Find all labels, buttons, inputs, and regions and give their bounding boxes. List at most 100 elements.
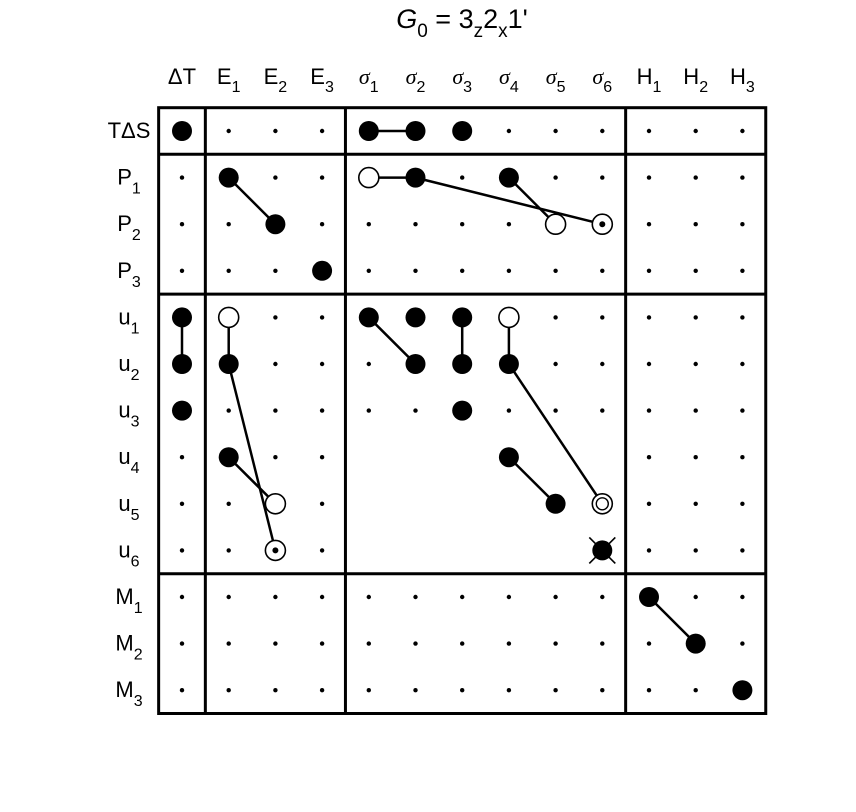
center-dot bbox=[599, 221, 606, 228]
empty-cell-dot bbox=[413, 594, 418, 600]
marker-filled bbox=[172, 400, 192, 421]
row-header-subscript: 3 bbox=[134, 693, 143, 710]
empty-cell-dot bbox=[179, 175, 185, 180]
center-dot bbox=[272, 547, 279, 554]
column-headers: ΔT E1 E2 E3 σ1 σ2 σ3 σ4 σ5 σ6 H1 H2 H3 bbox=[168, 64, 755, 96]
marker-filled bbox=[452, 400, 473, 421]
marker-filled bbox=[312, 260, 333, 281]
empty-cell-dot bbox=[319, 688, 325, 693]
empty-cell-dot bbox=[226, 222, 231, 227]
column-header-label: σ bbox=[359, 64, 371, 89]
filled-circle-marker bbox=[498, 167, 519, 188]
row-header-subscript: 3 bbox=[131, 414, 140, 431]
coupling-line bbox=[227, 363, 277, 551]
empty-cell-dot bbox=[646, 408, 652, 413]
empty-cell-dot bbox=[600, 315, 605, 320]
marker-filled bbox=[545, 493, 566, 514]
column-header-subscript: 6 bbox=[603, 79, 612, 96]
row-header-label: P bbox=[117, 211, 132, 236]
empty-cell-dot bbox=[460, 175, 465, 180]
empty-cell-dot bbox=[273, 594, 278, 600]
empty-cell-dot bbox=[226, 408, 231, 413]
row-header-label: TΔS bbox=[108, 118, 151, 143]
empty-cell-dot bbox=[740, 501, 745, 506]
row-header-subscript: 2 bbox=[132, 227, 141, 244]
empty-cell-dot bbox=[600, 408, 605, 413]
empty-cell-dot bbox=[460, 594, 465, 600]
empty-cell-dot bbox=[693, 175, 698, 180]
filled-circle-marker bbox=[452, 400, 473, 421]
empty-cell-dot bbox=[179, 688, 185, 693]
filled-circle-marker bbox=[452, 307, 473, 328]
filled-circle-marker bbox=[172, 121, 192, 141]
empty-cell-dot bbox=[366, 641, 371, 646]
row-header-label: M bbox=[115, 677, 133, 702]
empty-cell-dot bbox=[693, 128, 698, 134]
row-header: u4 bbox=[118, 444, 139, 477]
row-header: M1 bbox=[115, 584, 142, 617]
coupling-line bbox=[415, 176, 603, 226]
column-header: E3 bbox=[310, 64, 334, 96]
empty-cell-dot bbox=[646, 268, 652, 273]
empty-cell-dot bbox=[506, 128, 512, 134]
filled-circle-marker bbox=[452, 121, 473, 141]
open-circle-marker bbox=[544, 213, 567, 235]
empty-cell-dot bbox=[740, 268, 745, 273]
coupling-markers bbox=[172, 121, 753, 701]
empty-cell-dot bbox=[600, 641, 605, 646]
empty-cell-dot bbox=[740, 641, 745, 646]
filled-circle-marker bbox=[732, 680, 753, 701]
title-symbol-subscript: 0 bbox=[417, 21, 428, 42]
empty-cell-dot bbox=[646, 222, 652, 227]
marker-filled bbox=[498, 167, 519, 188]
column-header-subscript: 3 bbox=[463, 79, 472, 96]
empty-cell-dot bbox=[273, 408, 278, 413]
empty-cell-dot bbox=[600, 175, 605, 180]
empty-cell-dot bbox=[366, 688, 371, 693]
column-header: H2 bbox=[683, 64, 708, 96]
marker-filled bbox=[732, 680, 753, 701]
marker-open bbox=[544, 213, 567, 235]
empty-cell-dot bbox=[693, 548, 698, 553]
empty-cell-dot bbox=[179, 222, 185, 227]
empty-cell-dot bbox=[413, 222, 418, 227]
empty-cell-dot bbox=[226, 128, 231, 134]
column-header: σ4 bbox=[499, 64, 519, 96]
coupling-line bbox=[367, 316, 417, 365]
row-header: u2 bbox=[118, 351, 139, 384]
empty-cell-dot bbox=[646, 548, 652, 553]
column-header: E2 bbox=[264, 64, 288, 96]
column-header-subscript: 5 bbox=[557, 79, 566, 96]
empty-cell-dot bbox=[740, 408, 745, 413]
empty-cell-dot bbox=[460, 641, 465, 646]
coupling-lines bbox=[180, 129, 697, 645]
marker-filled bbox=[172, 354, 192, 374]
column-header-label: σ bbox=[546, 64, 558, 89]
column-header: σ2 bbox=[406, 64, 426, 96]
empty-cell-dot bbox=[693, 222, 698, 227]
empty-cell-dot bbox=[600, 128, 605, 134]
column-header-label: E bbox=[310, 64, 325, 89]
empty-cell-dot bbox=[693, 315, 698, 320]
title-two: 2 bbox=[483, 4, 498, 34]
empty-cell-dot bbox=[319, 128, 325, 134]
column-header-subscript: 2 bbox=[278, 79, 287, 96]
column-header-subscript: 4 bbox=[510, 79, 519, 96]
empty-cell-dot bbox=[740, 315, 745, 320]
column-header: ΔT bbox=[168, 64, 196, 89]
row-header: M3 bbox=[115, 677, 142, 710]
empty-cell-dot bbox=[179, 268, 185, 273]
marker-filled bbox=[265, 214, 286, 235]
empty-cell-dot bbox=[319, 594, 325, 600]
coupling-line bbox=[508, 176, 557, 226]
row-header-subscript: 3 bbox=[132, 274, 141, 291]
marker-crossed bbox=[588, 536, 616, 564]
row-header-label: M bbox=[115, 584, 133, 609]
empty-cell-dot bbox=[693, 268, 698, 273]
marker-filled bbox=[405, 121, 426, 141]
open-circle-marker bbox=[357, 166, 380, 189]
row-header-label: u bbox=[118, 304, 130, 329]
coupling-line bbox=[648, 596, 697, 645]
